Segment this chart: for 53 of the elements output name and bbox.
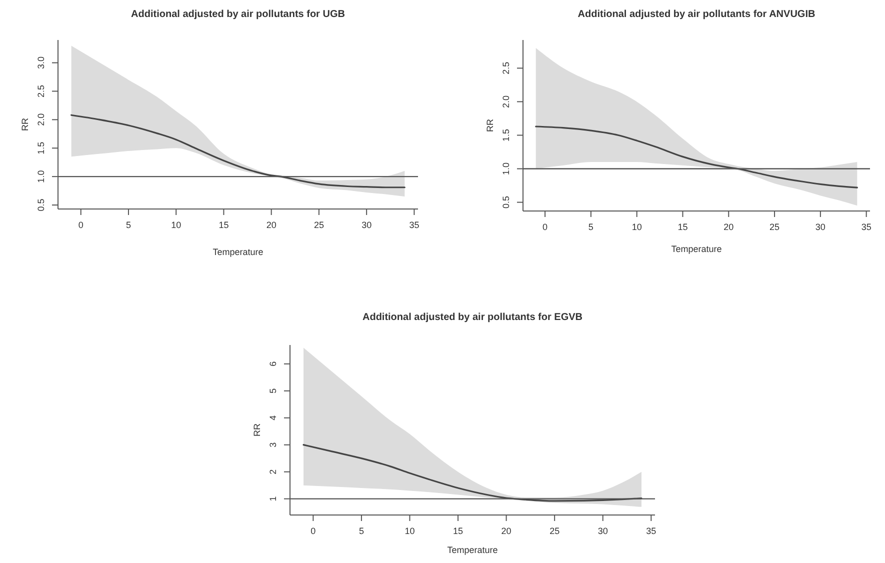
line-series: [535, 126, 858, 188]
y-tick-label: 0.5: [501, 196, 511, 209]
x-axis-title: Temperature: [447, 545, 498, 555]
y-tick-label: 4: [268, 415, 278, 420]
x-tick-label: 20: [266, 220, 276, 230]
y-axis-title: RR: [252, 423, 262, 436]
y-tick-label: 5: [268, 388, 278, 394]
x-tick-label: 25: [550, 526, 560, 536]
x-tick-label: 0: [78, 220, 84, 230]
y-tick-label: 1: [268, 496, 278, 502]
x-tick-label: 30: [362, 220, 372, 230]
x-tick-label: 25: [770, 222, 780, 232]
y-axis-title: RR: [485, 118, 495, 132]
x-tick-label: 30: [815, 222, 826, 232]
x-tick-label: 10: [404, 526, 415, 536]
y-tick-label: 2: [268, 469, 278, 474]
y-tick-label: 2.0: [501, 95, 511, 108]
x-tick-label: 35: [861, 222, 872, 232]
x-tick-label: 10: [171, 220, 182, 230]
x-axis-title: Temperature: [212, 247, 264, 257]
y-tick-label: 2.0: [36, 113, 46, 126]
y-tick-label: 2.5: [501, 62, 511, 74]
x-tick-label: 15: [453, 526, 464, 536]
y-tick-label: 3.0: [36, 56, 46, 70]
x-axis-title: Temperature: [671, 244, 722, 254]
y-tick-label: 2.5: [36, 84, 46, 98]
x-tick-label: 20: [501, 526, 512, 536]
y-tick-label: 1.0: [501, 162, 511, 176]
chart-title: Additional adjusted by air pollutants for UGB: [131, 9, 345, 20]
x-tick-label: 15: [678, 222, 688, 232]
y-tick-label: 0.5: [36, 198, 46, 212]
x-tick-label: 25: [314, 220, 324, 230]
x-tick-label: 20: [724, 222, 734, 232]
y-axis-title: RR: [20, 118, 30, 131]
x-tick-label: 15: [218, 220, 229, 230]
chart-title: Additional adjusted by air pollutants for EGVB: [362, 312, 583, 323]
x-tick-label: 5: [588, 222, 594, 232]
y-tick-label: 3: [268, 442, 278, 448]
x-tick-label: 10: [632, 222, 642, 232]
y-tick-label: 1.0: [36, 170, 46, 183]
x-tick-label: 35: [646, 526, 656, 536]
chart-title: Additional adjusted by air pollutants for ANVUGIB: [578, 9, 816, 20]
x-tick-label: 30: [598, 526, 608, 536]
x-tick-label: 35: [409, 220, 420, 230]
x-tick-label: 5: [126, 220, 131, 230]
line-series: [302, 444, 642, 502]
line-series: [70, 114, 406, 188]
y-tick-label: 1.5: [501, 128, 511, 142]
x-tick-label: 0: [310, 526, 316, 536]
y-tick-label: 6: [268, 361, 278, 366]
x-tick-label: 0: [542, 222, 548, 232]
x-tick-label: 5: [358, 526, 364, 536]
y-tick-label: 1.5: [36, 142, 46, 154]
